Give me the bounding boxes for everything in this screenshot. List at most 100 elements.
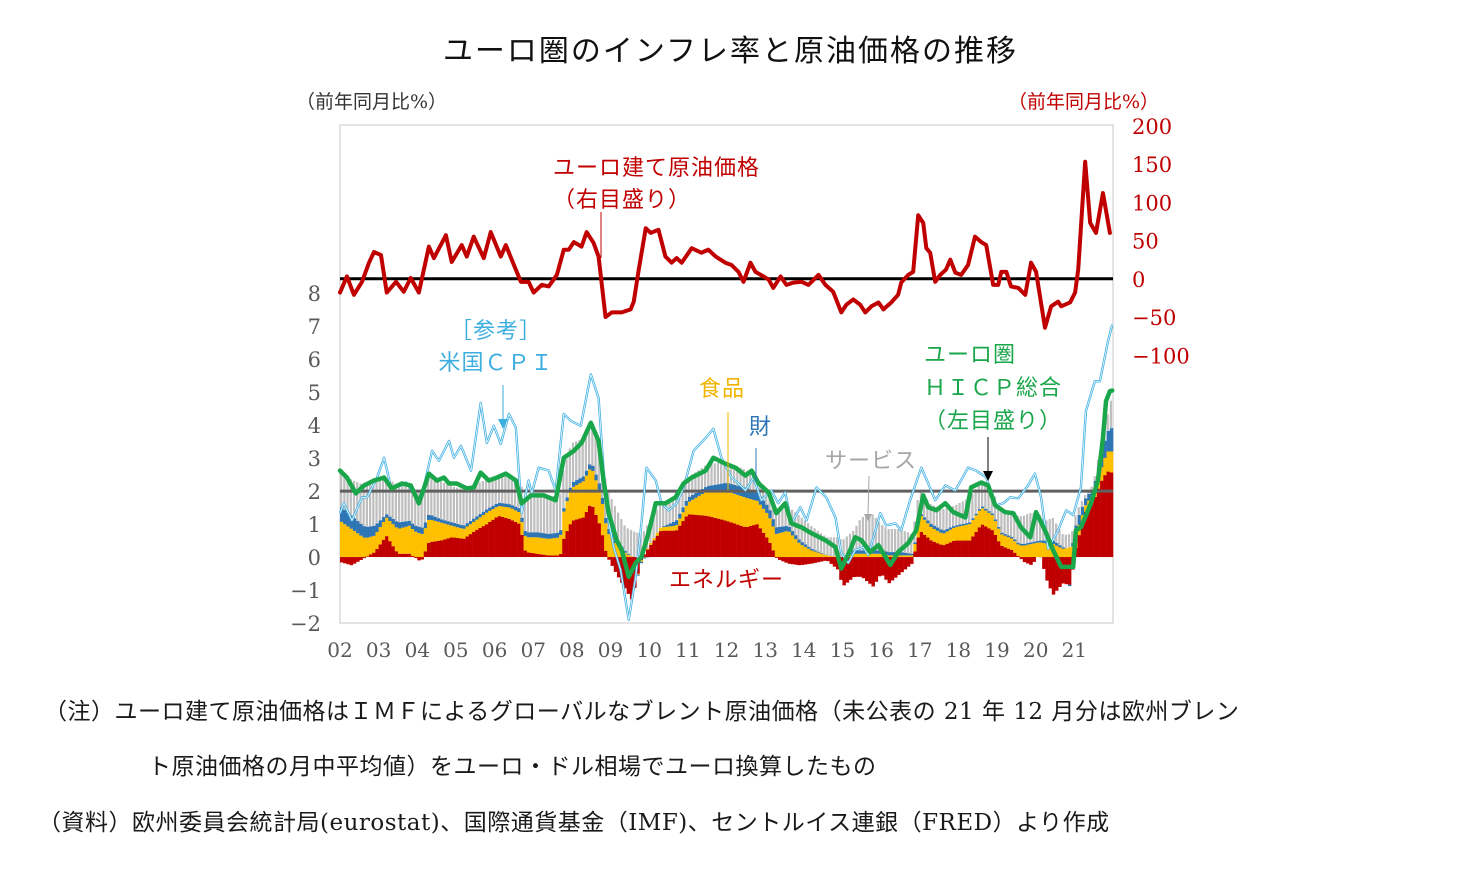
bar-energy xyxy=(562,538,566,558)
bar-food xyxy=(513,510,518,522)
bar-goods xyxy=(626,553,631,555)
bar-energy xyxy=(1048,557,1053,589)
bar-goods xyxy=(665,524,669,527)
bar-goods xyxy=(984,508,988,511)
bar-energy xyxy=(510,520,515,558)
bar-energy xyxy=(691,514,695,558)
bar-goods xyxy=(1032,541,1036,544)
bar-goods xyxy=(678,513,682,519)
bar-food xyxy=(394,527,399,552)
bar-goods xyxy=(365,526,370,538)
bar-food xyxy=(1103,457,1107,476)
bar-services xyxy=(407,486,410,521)
annotation-line: サービス xyxy=(825,449,918,474)
y-tick-label: 6 xyxy=(308,348,321,372)
x-tick-label: 19 xyxy=(984,638,1009,662)
bar-energy xyxy=(468,534,473,558)
bar-energy xyxy=(452,537,457,558)
bar-energy xyxy=(520,534,524,558)
bar-goods xyxy=(381,517,386,522)
bar-food xyxy=(571,486,576,521)
bar-energy xyxy=(610,557,615,566)
bar-food xyxy=(942,533,946,546)
bar-goods xyxy=(494,503,499,508)
bar-food xyxy=(365,537,370,557)
bar-food xyxy=(951,527,956,541)
bar-energy xyxy=(1077,535,1082,558)
bar-goods xyxy=(691,494,695,500)
bar-energy xyxy=(662,530,666,558)
bar-food xyxy=(523,535,528,551)
bar-services xyxy=(584,433,588,471)
bar-services xyxy=(1106,414,1109,431)
bar-food xyxy=(1013,541,1017,553)
bar-services xyxy=(539,496,542,533)
bar-food xyxy=(588,469,592,506)
bar-energy xyxy=(865,557,869,581)
bar-services xyxy=(533,496,536,533)
bar-services xyxy=(1109,400,1113,429)
bar-energy xyxy=(568,524,573,558)
bar-services xyxy=(452,486,455,524)
bar-goods xyxy=(539,532,544,538)
bar-goods xyxy=(385,514,389,518)
bar-services xyxy=(813,528,816,551)
bar-services xyxy=(526,498,530,533)
x-tick-label: 12 xyxy=(714,638,739,662)
bar-goods xyxy=(391,518,395,525)
bar-energy xyxy=(871,557,875,587)
bar-goods xyxy=(781,526,785,533)
bar-services xyxy=(468,486,472,521)
bar-energy xyxy=(671,530,676,558)
bar-food xyxy=(700,493,705,516)
bar-food xyxy=(391,524,395,547)
bar-goods xyxy=(1006,535,1011,538)
bar-food xyxy=(417,532,421,558)
bar-food xyxy=(926,523,930,538)
bar-goods xyxy=(1026,543,1030,545)
bar-food xyxy=(745,498,750,527)
bar-services xyxy=(430,477,433,516)
bar-services xyxy=(1003,509,1006,535)
bar-goods xyxy=(562,508,566,512)
annotation-line: ＨＩＣＰ総合 xyxy=(924,376,1063,401)
bar-energy xyxy=(407,553,412,558)
bar-services xyxy=(378,480,381,521)
x-tick-label: 04 xyxy=(405,638,430,662)
bar-energy xyxy=(720,519,724,558)
bar-energy xyxy=(649,544,653,558)
bar-goods xyxy=(510,505,515,509)
bar-energy xyxy=(472,531,476,558)
x-tick-label: 16 xyxy=(868,638,893,662)
bar-energy xyxy=(530,552,534,558)
bar-goods xyxy=(559,530,563,535)
bar-services xyxy=(1093,476,1096,481)
bar-food xyxy=(945,531,949,544)
bar-energy xyxy=(987,528,991,558)
bar-goods xyxy=(771,519,776,527)
bar-goods xyxy=(359,523,363,536)
bar-food xyxy=(1100,467,1104,481)
bar-energy xyxy=(356,557,360,562)
bar-food xyxy=(555,537,560,556)
bar-goods xyxy=(929,523,933,527)
bar-services xyxy=(465,487,468,524)
bar-energy xyxy=(555,555,560,558)
bar-food xyxy=(662,527,666,531)
bar-food xyxy=(652,537,656,541)
bar-energy xyxy=(707,516,711,558)
bar-goods xyxy=(439,519,444,523)
bar-food xyxy=(1109,451,1114,473)
bar-food xyxy=(890,555,895,558)
bar-energy xyxy=(749,525,753,558)
bar-goods xyxy=(1035,541,1040,543)
bar-energy xyxy=(997,541,1001,558)
y2-tick-label: 200 xyxy=(1132,115,1172,139)
y2-tick-label: 0 xyxy=(1132,268,1145,292)
bar-energy xyxy=(542,554,547,558)
bar-energy xyxy=(1045,557,1049,581)
bar-food xyxy=(903,555,908,558)
bar-goods xyxy=(417,526,421,533)
bar-food xyxy=(449,525,453,538)
bar-food xyxy=(520,522,524,535)
